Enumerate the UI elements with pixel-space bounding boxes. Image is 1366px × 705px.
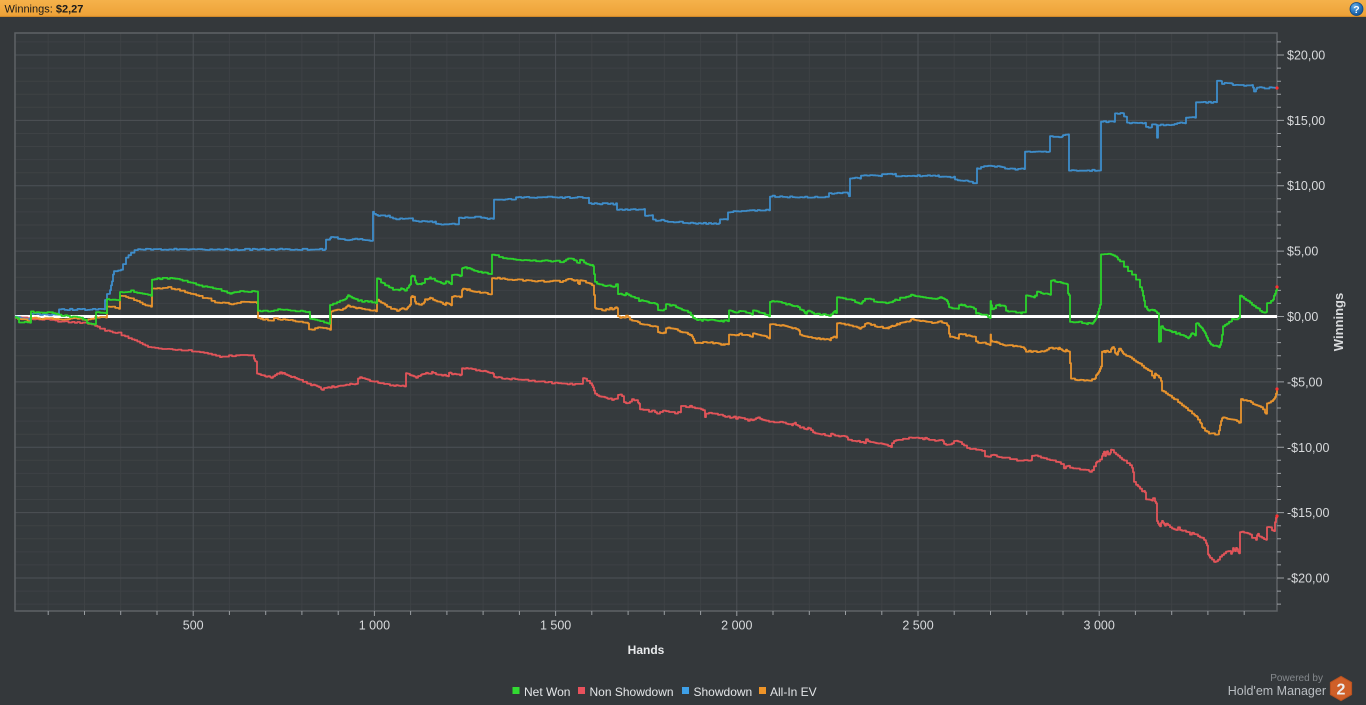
svg-text:-$10,00: -$10,00 [1287, 441, 1329, 455]
svg-text:$15,00: $15,00 [1287, 114, 1325, 128]
svg-text:Winnings: $2,27: Winnings: $2,27 [5, 4, 84, 16]
svg-text:$5,00: $5,00 [1287, 245, 1318, 259]
svg-text:?: ? [1353, 4, 1359, 16]
svg-text:Winnings: Winnings [1331, 293, 1346, 351]
svg-text:-$20,00: -$20,00 [1287, 572, 1329, 586]
svg-text:Hands: Hands [628, 643, 665, 657]
svg-text:2 000: 2 000 [721, 619, 752, 633]
svg-text:3 000: 3 000 [1084, 619, 1115, 633]
svg-text:500: 500 [183, 619, 204, 633]
svg-text:$0,00: $0,00 [1287, 310, 1318, 324]
svg-text:-$5,00: -$5,00 [1287, 375, 1322, 389]
svg-text:1 500: 1 500 [540, 619, 571, 633]
svg-text:1 000: 1 000 [359, 619, 390, 633]
svg-text:2 500: 2 500 [902, 619, 933, 633]
svg-text:$10,00: $10,00 [1287, 179, 1325, 193]
svg-text:$20,00: $20,00 [1287, 49, 1325, 63]
svg-text:Hold'em Manager: Hold'em Manager [1228, 684, 1326, 698]
svg-text:Showdown: Showdown [694, 685, 753, 699]
svg-text:2: 2 [1337, 681, 1346, 698]
svg-text:Non Showdown: Non Showdown [590, 685, 674, 699]
svg-text:All-In EV: All-In EV [770, 685, 817, 699]
svg-text:-$15,00: -$15,00 [1287, 506, 1329, 520]
svg-text:Powered by: Powered by [1270, 673, 1323, 684]
svg-text:Net Won: Net Won [524, 685, 570, 699]
